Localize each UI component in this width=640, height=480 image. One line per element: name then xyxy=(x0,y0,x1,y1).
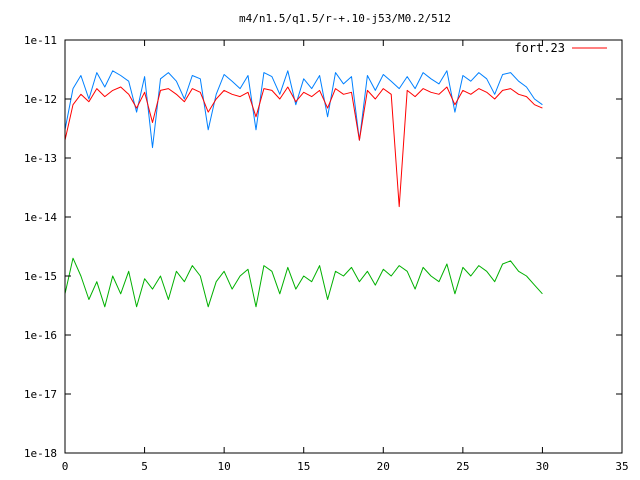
legend: fort.23 xyxy=(514,41,607,55)
x-tick-label: 20 xyxy=(377,460,390,473)
series-line-2 xyxy=(64,257,543,308)
y-axis: 1e-18 1e-17 1e-16 1e-15 1e-14 1e-13 1e-12 1e-11 xyxy=(24,34,622,460)
series-line-fort-23 xyxy=(64,86,543,208)
chart-title: m4/n1.5/q1.5/r-+.10-j53/M0.2/512 xyxy=(239,12,451,25)
y-tick-label: 1e-18 xyxy=(24,447,57,460)
x-tick-label: 25 xyxy=(456,460,469,473)
series-line-1 xyxy=(64,70,543,149)
y-tick-label: 1e-17 xyxy=(24,388,57,401)
x-tick-label: 5 xyxy=(141,460,148,473)
x-tick-label: 15 xyxy=(297,460,310,473)
x-tick-label: 0 xyxy=(62,460,69,473)
y-tick-label: 1e-16 xyxy=(24,329,57,342)
x-axis: 0 5 10 15 20 25 30 35 xyxy=(62,40,629,473)
plot-frame xyxy=(64,39,623,454)
legend-label-fort23: fort.23 xyxy=(514,41,565,55)
x-tick-label: 35 xyxy=(615,460,628,473)
y-tick-label: 1e-13 xyxy=(24,152,57,165)
y-tick-label: 1e-11 xyxy=(24,34,57,47)
y-tick-label: 1e-15 xyxy=(24,270,57,283)
plot-content xyxy=(64,70,543,308)
x-tick-label: 10 xyxy=(218,460,231,473)
x-tick-label: 30 xyxy=(536,460,549,473)
y-tick-label: 1e-14 xyxy=(24,211,57,224)
y-tick-label: 1e-12 xyxy=(24,93,57,106)
